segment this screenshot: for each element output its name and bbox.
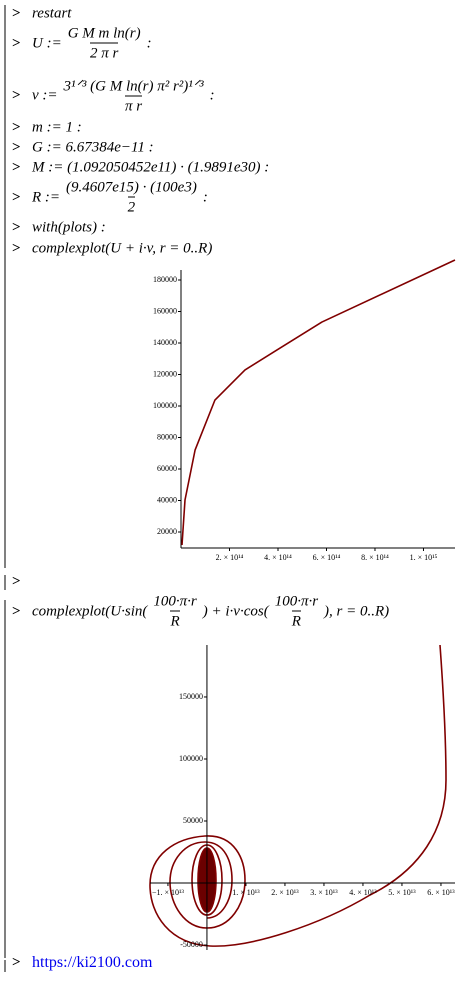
x-tick-label: 6. × 10¹³ [427,888,455,897]
x-tick-label: 6. × 10¹⁴ [313,553,341,562]
fraction: 100·π·r R [153,594,196,631]
y-tick-label: 80000 [157,432,177,441]
denominator: R [291,610,301,631]
prompt: > [12,573,21,590]
lhs: U := [32,35,62,52]
denominator: 2 π r [89,42,119,63]
prompt: > [12,5,21,22]
end: : [209,87,215,104]
fraction: 3¹ᐟ³ (G M ln(r) π² r²)¹ᐟ³ π r [64,77,204,116]
command: R := (9.4607e15) · (100e3) 2: [32,180,208,217]
numerator: 3¹ᐟ³ (G M ln(r) π² r²)¹ᐟ³ [63,78,204,95]
spiral [149,644,447,947]
command: complexplot(U·sin(100·π·r R) + i·v·cos(10… [32,594,389,631]
denominator: 2 [127,196,136,217]
y-tick-label: 120000 [153,369,177,378]
y-tick-label: 20000 [157,527,177,536]
command: with(plots) : [32,220,106,237]
y-tick-label: 50000 [183,816,203,825]
y-tick-label: -50000 [180,940,203,949]
x-tick-label: 8. × 10¹⁴ [361,553,389,562]
end: : [146,35,152,52]
link[interactable]: https://ki2100.com [32,954,153,971]
x-tick-label: 4. × 10¹⁴ [264,553,292,562]
lhs: R := [32,189,61,206]
prompt: > [12,240,21,257]
end: ), r = 0..R) [324,603,390,620]
input-text: M := (1.092050452e11) · (1.9891e30) : [32,159,270,176]
command: m := 1 : [32,120,82,137]
input-text: complexplot(U + i·v, r = 0..R) [32,240,213,257]
input-text: restart [32,5,72,22]
plot2-curve [149,644,447,947]
x-tick-label: −1. × 10¹³ [152,888,184,897]
prompt: > [12,119,21,136]
middle: ) + i·v·cos( [202,603,269,620]
command: M := (1.092050452e11) · (1.9891e30) : [32,160,269,177]
numerator: G M m ln(r) [67,25,141,42]
y-tick-label: 100000 [179,754,203,763]
prompt: > [12,35,21,52]
x-tick-label: 1. × 10¹⁵ [410,553,438,562]
y-tick-label: 40000 [157,495,177,504]
prompt: > [12,159,21,176]
input-text: G := 6.67384e−11 : [32,139,154,156]
lhs: v := [32,87,58,104]
fraction: (9.4607e15) · (100e3) 2 [66,180,197,217]
lhs: complexplot(U·sin( [32,603,148,620]
x-tick-label: 3. × 10¹³ [310,888,338,897]
y-tick-label: 140000 [153,338,177,347]
prompt: > [12,954,21,971]
y-tick-label: 60000 [157,464,177,473]
prompt: > [12,139,21,156]
x-tick-label: 4. × 10¹³ [349,888,377,897]
end: : [202,189,208,206]
denominator: R [170,610,180,631]
fraction: 100·π·r R [275,594,318,631]
prompt: > [12,603,21,620]
y-tick-label: 100000 [153,401,177,410]
command: complexplot(U + i·v, r = 0..R) [32,241,212,258]
command: v := 3¹ᐟ³ (G M ln(r) π² r²)¹ᐟ³ π r: [32,77,215,116]
command: G := 6.67384e−11 : [32,140,154,157]
y-tick-label: 160000 [153,306,177,315]
x-tick-label: 5. × 10¹³ [388,888,416,897]
numerator: 100·π·r [153,593,197,610]
curve [181,259,456,546]
x-tick-label: 2. × 10¹⁴ [216,553,244,562]
command: restart [32,6,71,23]
denominator: π r [125,95,143,116]
numerator: 100·π·r [274,593,319,610]
prompt: > [12,189,21,206]
input-text: with(plots) : [32,219,106,236]
prompt: > [12,219,21,236]
prompt: > [12,87,21,104]
fraction: G M m ln(r) 2 π r [68,26,141,63]
input-text: m := 1 : [32,119,82,136]
x-tick-label: 2. × 10¹³ [271,888,299,897]
y-tick-label: 150000 [179,692,203,701]
command: U := G M m ln(r) 2 π r: [32,26,152,63]
x-tick-label: 1. × 10¹³ [232,888,260,897]
numerator: (9.4607e15) · (100e3) [66,179,197,196]
y-tick-label: 180000 [153,275,177,284]
